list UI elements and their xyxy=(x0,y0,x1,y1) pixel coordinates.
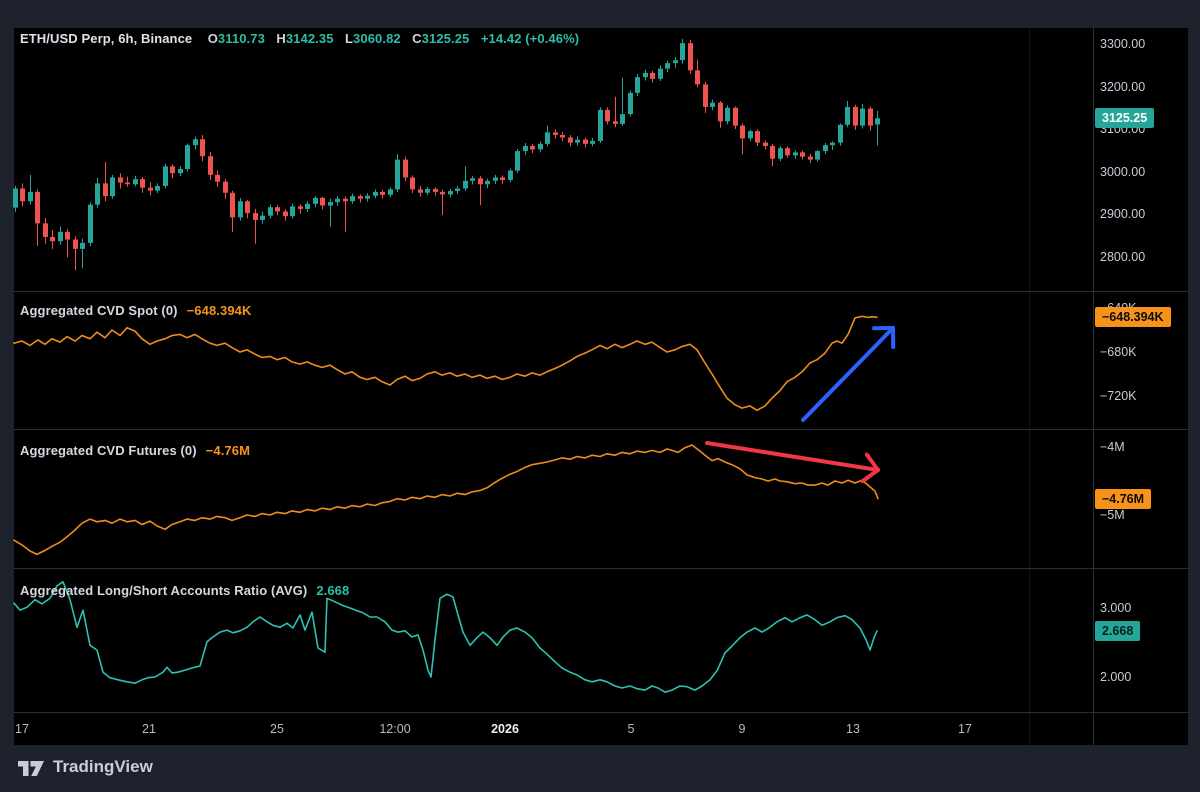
time-axis-tick: 12:00 xyxy=(379,722,411,736)
spot-last-value-badge: −648.394K xyxy=(1095,307,1171,328)
ls-ratio-title: Aggregated Long/Short Accounts Ratio (AV… xyxy=(20,583,308,598)
cvd-spot-title: Aggregated CVD Spot (0) xyxy=(20,303,178,318)
price-last-value-badge: 3125.25 xyxy=(1095,108,1155,129)
bearish-arrow[interactable] xyxy=(705,441,880,484)
time-scale-axis[interactable] xyxy=(14,712,1093,745)
time-axis-tick: 25 xyxy=(270,722,284,736)
ls-ratio-value: 2.668 xyxy=(316,583,350,598)
ohlc-open: O3110.73 xyxy=(208,31,269,46)
ohlc-low: L3060.82 xyxy=(345,31,404,46)
futures-last-value-badge: −4.76M xyxy=(1095,488,1152,509)
price-axis-tick: 2800.00 xyxy=(1100,249,1146,264)
futures-axis-tick: −5M xyxy=(1100,508,1125,522)
cvd-futures-legend[interactable]: Aggregated CVD Futures (0) −4.76M xyxy=(20,443,250,458)
time-axis-tick: 9 xyxy=(738,722,746,736)
high-label: H xyxy=(276,31,286,46)
close-value: 3125.25 xyxy=(421,31,470,46)
low-value: 3060.82 xyxy=(353,31,401,46)
spot-axis-tick: −680K xyxy=(1100,345,1137,359)
time-axis-tick: 2026 xyxy=(491,722,519,736)
time-axis-tick: 17 xyxy=(958,722,972,736)
price-axis-tick: 3200.00 xyxy=(1100,79,1146,94)
tradingview-logo-text: TradingView xyxy=(53,756,153,776)
futures-line xyxy=(13,444,879,556)
ratio-line xyxy=(13,580,878,694)
high-value: 3142.35 xyxy=(285,31,334,46)
chart-canvas-background xyxy=(14,28,1188,745)
price-axis-tick: 2900.00 xyxy=(1100,207,1146,221)
low-label: L xyxy=(344,31,354,46)
ratio-axis-tick: 3.000 xyxy=(1100,601,1132,615)
open-value: 3110.73 xyxy=(217,31,265,46)
price-axis-tick: 3000.00 xyxy=(1100,164,1146,179)
spot-axis-tick: −720K xyxy=(1100,389,1137,403)
ratio-axis-tick: 2.000 xyxy=(1100,670,1132,684)
time-axis-tick: 13 xyxy=(846,722,860,736)
bullish-arrow[interactable] xyxy=(801,326,896,422)
ratio-last-value-badge: 2.668 xyxy=(1095,620,1141,641)
close-label: C xyxy=(412,31,422,46)
cvd-spot-value: −648.394K xyxy=(186,303,252,318)
cvd-futures-title: Aggregated CVD Futures (0) xyxy=(20,443,197,458)
chart-legend: ETH/USD Perp, 6h, Binance O3110.73 H3142… xyxy=(20,31,579,46)
time-axis-tick: 5 xyxy=(627,722,635,736)
cvd-futures-value: −4.76M xyxy=(205,443,250,458)
tradingview-logo[interactable]: TradingView xyxy=(18,756,153,777)
futures-axis-tick: −4M xyxy=(1100,440,1125,454)
ls-ratio-legend[interactable]: Aggregated Long/Short Accounts Ratio (AV… xyxy=(20,583,349,598)
symbol-title[interactable]: ETH/USD Perp, 6h, Binance xyxy=(20,31,193,46)
change-value: +14.42 (+0.46%) xyxy=(480,31,580,46)
ohlc-high: H3142.35 xyxy=(276,31,337,46)
ohlc-close: C3125.25 xyxy=(412,31,473,46)
price-axis-tick: 3300.00 xyxy=(1100,37,1146,51)
time-axis-tick: 17 xyxy=(15,722,29,736)
spot-line xyxy=(13,315,878,412)
candles-layer xyxy=(13,38,880,271)
open-label: O xyxy=(207,31,218,46)
time-axis-tick: 21 xyxy=(142,722,156,736)
cvd-spot-legend[interactable]: Aggregated CVD Spot (0) −648.394K xyxy=(20,303,251,318)
tradingview-logo-icon xyxy=(18,761,44,776)
